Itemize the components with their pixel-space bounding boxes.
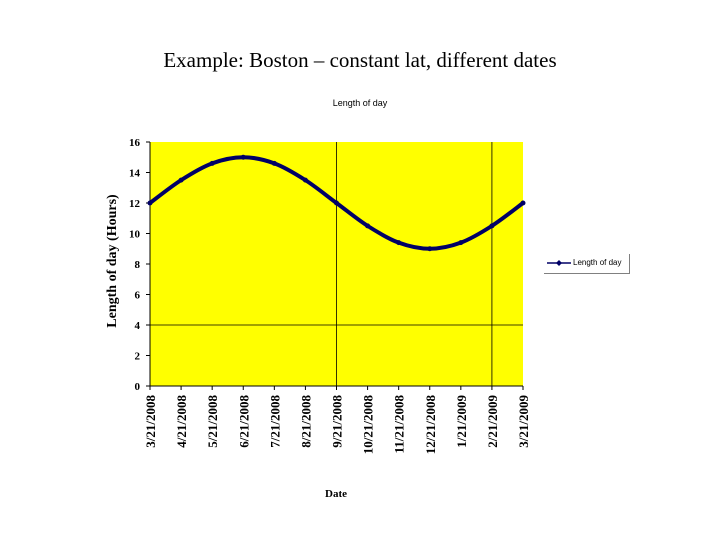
chart-title: Length of day — [332, 98, 388, 108]
data-point — [396, 240, 402, 246]
x-tick-label: 5/21/2008 — [205, 395, 220, 448]
y-tick-label: 2 — [135, 351, 141, 363]
x-tick-label: 6/21/2008 — [236, 395, 251, 448]
x-axis-label: Date — [325, 488, 347, 500]
y-axis-label: Length of day (Hours) — [105, 194, 120, 328]
legend: Length of day — [544, 254, 630, 274]
legend-series-label: Length of day — [573, 258, 622, 267]
data-point — [427, 246, 433, 252]
x-tick-label: 3/21/2009 — [516, 395, 531, 448]
data-point — [520, 200, 526, 206]
y-tick-label: 4 — [135, 320, 141, 332]
data-point — [489, 223, 495, 229]
y-tick-label: 8 — [135, 259, 141, 271]
x-tick-label: 7/21/2008 — [267, 395, 282, 448]
x-tick-label: 8/21/2008 — [298, 395, 313, 448]
y-tick-label: 16 — [129, 137, 141, 149]
x-tick-label: 9/21/2008 — [330, 395, 345, 448]
data-point — [240, 154, 246, 160]
x-tick-label: 11/21/2008 — [392, 395, 407, 454]
data-point — [365, 223, 371, 229]
x-tick-label: 2/21/2009 — [485, 395, 500, 448]
y-tick-label: 10 — [129, 229, 141, 241]
data-point — [147, 200, 153, 206]
y-tick-label: 14 — [129, 168, 141, 180]
data-point — [178, 177, 184, 183]
slide-title: Example: Boston – constant lat, differen… — [163, 48, 557, 72]
x-tick-label: 12/21/2008 — [423, 395, 438, 455]
legend-line-marker-icon — [547, 260, 571, 266]
x-tick-label: 4/21/2008 — [174, 395, 189, 448]
data-point — [458, 240, 464, 246]
data-point — [271, 160, 277, 166]
data-point — [334, 200, 339, 206]
y-tick-label: 0 — [135, 381, 141, 393]
x-tick-label: 10/21/2008 — [361, 395, 376, 455]
x-tick-label: 3/21/2008 — [143, 395, 158, 448]
y-tick-label: 12 — [129, 198, 141, 210]
y-tick-label: 6 — [135, 290, 141, 302]
data-point — [302, 177, 308, 183]
data-point — [209, 160, 215, 166]
x-tick-label: 1/21/2009 — [454, 395, 469, 448]
